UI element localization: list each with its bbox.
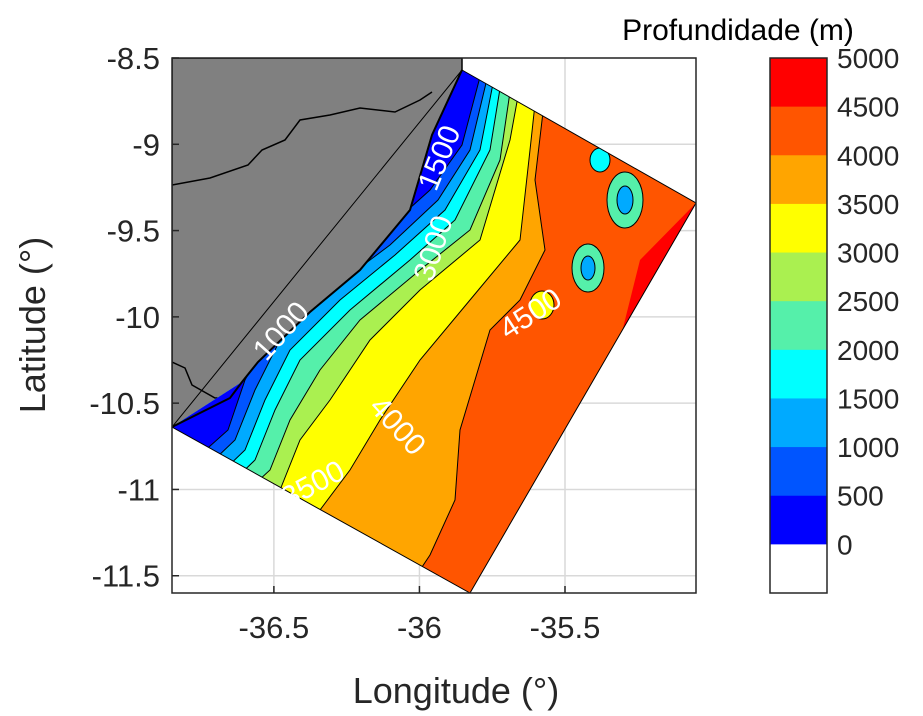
colorbar-tick-label: 4500: [837, 92, 899, 123]
colorbar-tick-label: 3000: [837, 238, 899, 269]
colorbar-band: [770, 301, 827, 351]
y-tick-label: -9.5: [107, 214, 160, 249]
colorbar-band: [770, 155, 827, 205]
y-axis-ticks: -8.5 -9 -9.5 -10 -10.5 -11 -11.5: [89, 41, 179, 594]
colorbar-bands: [770, 58, 827, 594]
colorbar-tick-label: 500: [837, 481, 884, 512]
x-axis-ticks: -36.5 -36 -35.5: [239, 586, 601, 645]
colorbar-band: [770, 447, 827, 497]
x-tick-label: -35.5: [530, 610, 601, 645]
y-tick-label: -8.5: [107, 41, 160, 76]
colorbar-tick-label: 5000: [837, 43, 899, 74]
map-content: [172, 58, 696, 593]
y-axis-title: Latitude (°): [12, 237, 53, 413]
region-outline: [172, 69, 696, 593]
colorbar-tick-label: 1500: [837, 383, 899, 414]
colorbar-title: Profundidade (m): [622, 14, 854, 47]
colorbar-band: [770, 495, 827, 545]
colorbar-tick-label: 1000: [837, 432, 899, 463]
x-tick-label: -36.5: [239, 610, 310, 645]
colorbar-tick-label: 0: [837, 529, 853, 560]
seamount: [580, 255, 596, 281]
seamount: [589, 147, 611, 173]
x-axis-title: Longitude (°): [353, 670, 560, 711]
colorbar-frame: [769, 57, 828, 594]
colorbar-band: [770, 58, 827, 108]
state-border: [172, 91, 433, 186]
plot-frame: [171, 57, 697, 594]
coastline: [172, 69, 463, 428]
y-tick-label: -9: [132, 127, 160, 162]
y-tick-label: -10: [115, 300, 160, 335]
colorbar-band: [770, 252, 827, 302]
x-tick-label: -36: [397, 610, 442, 645]
y-tick-label: -11.5: [92, 559, 160, 594]
y-tick-label: -11: [117, 472, 160, 507]
colorbar-tick-label: 4000: [837, 140, 899, 171]
colorbar-tick-label: 2500: [837, 286, 899, 317]
colorbar-band: [770, 398, 827, 448]
y-tick-label: -10.5: [89, 386, 160, 421]
colorbar-band: [770, 349, 827, 399]
colorbar-tick-label: 3500: [837, 189, 899, 220]
colorbar-band: [770, 106, 827, 156]
seamount: [616, 185, 634, 215]
colorbar-band: [770, 544, 827, 594]
colorbar-band: [770, 203, 827, 254]
colorbar-tick-label: 2000: [837, 335, 899, 366]
colorbar: Profundidade (m) 50004500400035003000250…: [622, 14, 899, 594]
seamount: [529, 290, 555, 320]
